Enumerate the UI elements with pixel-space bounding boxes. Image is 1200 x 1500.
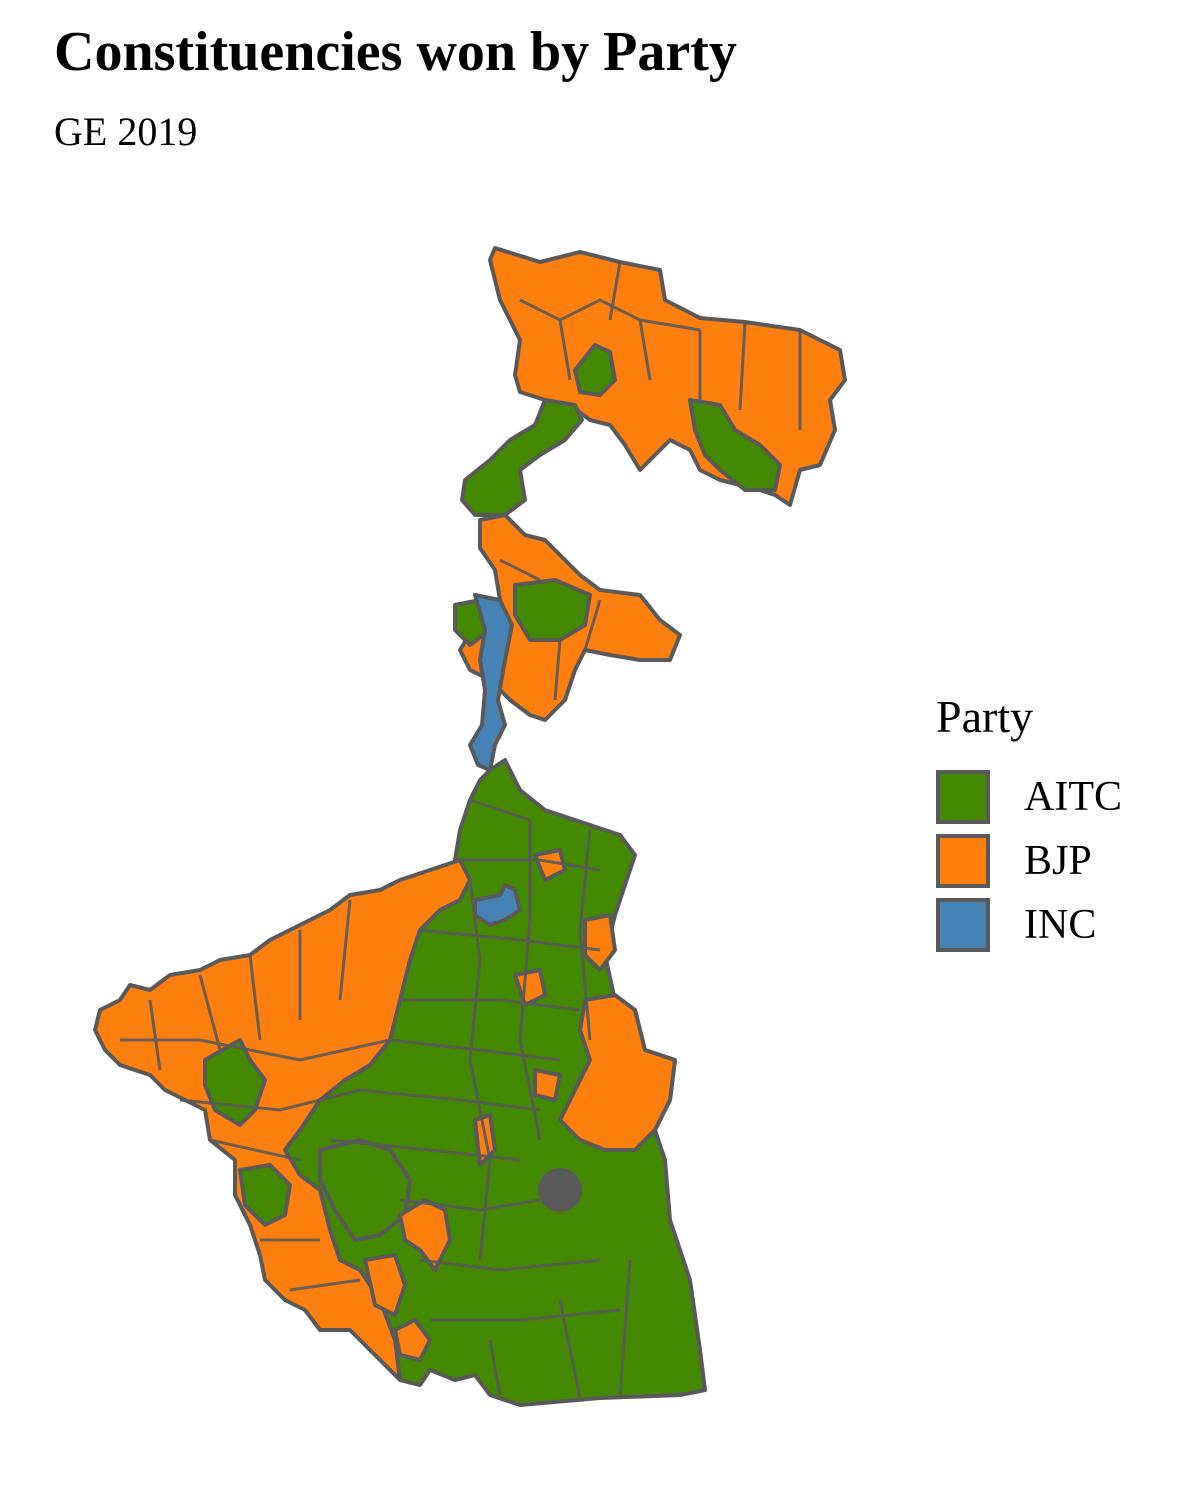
legend-swatch-aitc	[936, 770, 990, 824]
region-central-bjp	[533, 848, 567, 882]
region-dinajpur-aitc	[513, 578, 592, 642]
region-north-aitc-2	[688, 398, 782, 492]
chart-subtitle: GE 2019	[54, 109, 198, 154]
legend-label-aitc: AITC	[1024, 774, 1122, 820]
kolkata-dense-area	[538, 1168, 582, 1212]
legend: Party AITC BJP INC	[936, 690, 1122, 957]
legend-title: Party	[936, 691, 1034, 742]
region-southwest-aitc-2	[238, 1163, 292, 1227]
region-corridor-aitc	[460, 398, 584, 517]
legend-label-inc: INC	[1024, 902, 1097, 948]
legend-swatch-bjp	[936, 834, 990, 888]
region-west-bjp	[93, 858, 472, 1382]
region-southwest-bjp-3	[393, 1318, 432, 1362]
region-central-inc	[473, 883, 522, 927]
region-east-bjp-4	[533, 1068, 562, 1102]
region-east-bjp-2	[583, 913, 617, 972]
region-north-bjp	[488, 246, 847, 507]
legend-item-bjp: BJP	[936, 829, 1122, 893]
chart-title: Constituencies won by Party	[54, 21, 737, 83]
region-southwest-bjp	[398, 1198, 452, 1272]
region-north-aitc-1	[573, 343, 617, 397]
legend-item-aitc: AITC	[936, 765, 1122, 829]
legend-swatch-inc	[936, 898, 990, 952]
legend-label-bjp: BJP	[1024, 838, 1092, 884]
region-southwest-bjp-2	[363, 1253, 407, 1317]
legend-item-inc: INC	[936, 893, 1122, 957]
